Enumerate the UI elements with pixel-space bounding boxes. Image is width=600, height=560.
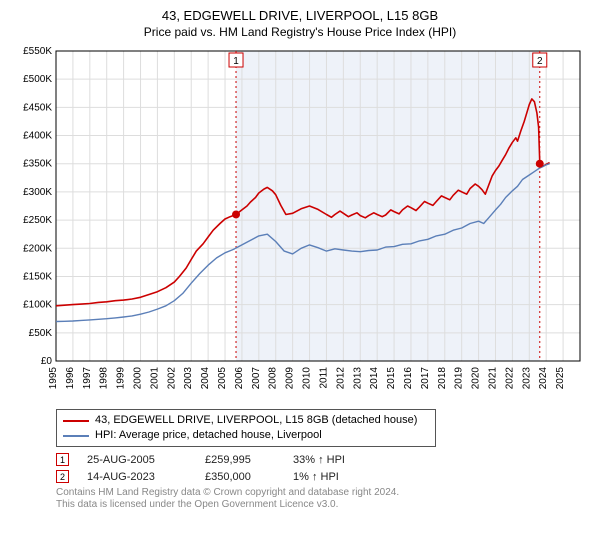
svg-text:1995: 1995 <box>48 367 59 390</box>
footer-line: Contains HM Land Registry data © Crown c… <box>56 487 590 499</box>
svg-text:1: 1 <box>233 56 239 67</box>
svg-text:2007: 2007 <box>251 367 262 390</box>
svg-text:2006: 2006 <box>234 367 245 390</box>
svg-text:2021: 2021 <box>487 367 498 390</box>
svg-text:2003: 2003 <box>183 367 194 390</box>
svg-text:2017: 2017 <box>420 367 431 390</box>
footer-line: This data is licensed under the Open Gov… <box>56 499 590 511</box>
svg-text:2019: 2019 <box>454 367 465 390</box>
svg-text:2004: 2004 <box>200 367 211 390</box>
title-block: 43, EDGEWELL DRIVE, LIVERPOOL, L15 8GB P… <box>10 8 590 39</box>
svg-text:2009: 2009 <box>285 367 296 390</box>
legend: 43, EDGEWELL DRIVE, LIVERPOOL, L15 8GB (… <box>56 409 436 447</box>
svg-text:2: 2 <box>537 56 543 67</box>
svg-text:£150K: £150K <box>23 271 52 282</box>
svg-text:£200K: £200K <box>23 243 52 254</box>
chart-subtitle: Price paid vs. HM Land Registry's House … <box>10 25 590 39</box>
svg-text:£50K: £50K <box>29 328 53 339</box>
legend-item: HPI: Average price, detached house, Live… <box>63 428 429 443</box>
sale-delta: 33% ↑ HPI <box>293 454 373 466</box>
svg-text:2014: 2014 <box>369 367 380 390</box>
svg-text:£250K: £250K <box>23 215 52 226</box>
svg-text:2011: 2011 <box>318 367 329 389</box>
sales-list: 1 25-AUG-2005 £259,995 33% ↑ HPI 2 14-AU… <box>56 453 590 483</box>
svg-text:£550K: £550K <box>23 46 52 57</box>
svg-text:£100K: £100K <box>23 300 52 311</box>
sale-date: 25-AUG-2005 <box>87 454 187 466</box>
legend-swatch <box>63 435 89 437</box>
svg-text:1996: 1996 <box>65 367 76 390</box>
svg-text:2022: 2022 <box>504 367 515 390</box>
svg-text:2012: 2012 <box>335 367 346 390</box>
svg-text:2013: 2013 <box>352 367 363 390</box>
legend-item: 43, EDGEWELL DRIVE, LIVERPOOL, L15 8GB (… <box>63 413 429 428</box>
svg-text:2024: 2024 <box>538 367 549 390</box>
svg-text:£300K: £300K <box>23 187 52 198</box>
svg-text:2000: 2000 <box>133 367 144 390</box>
svg-text:£0: £0 <box>41 356 53 367</box>
sale-marker-box: 1 <box>56 453 69 466</box>
sale-price: £350,000 <box>205 471 275 483</box>
plot-area: £0 £50K £100K £150K £200K £250K £300K £350K £400… <box>10 45 590 405</box>
legend-swatch <box>63 420 89 422</box>
svg-text:1997: 1997 <box>82 367 93 390</box>
svg-text:£350K: £350K <box>23 159 52 170</box>
sale-date: 14-AUG-2023 <box>87 471 187 483</box>
svg-text:£450K: £450K <box>23 102 52 113</box>
svg-text:2016: 2016 <box>403 367 414 390</box>
svg-text:2010: 2010 <box>302 367 313 390</box>
svg-text:2005: 2005 <box>217 367 228 390</box>
svg-text:£400K: £400K <box>23 131 52 142</box>
sale-price: £259,995 <box>205 454 275 466</box>
sale-delta: 1% ↑ HPI <box>293 471 373 483</box>
svg-text:2001: 2001 <box>149 367 160 390</box>
chart-container: 43, EDGEWELL DRIVE, LIVERPOOL, L15 8GB P… <box>0 0 600 515</box>
svg-text:2008: 2008 <box>268 367 279 390</box>
svg-text:1998: 1998 <box>99 367 110 390</box>
footer: Contains HM Land Registry data © Crown c… <box>56 487 590 511</box>
svg-text:2023: 2023 <box>521 367 532 390</box>
svg-text:£500K: £500K <box>23 74 52 85</box>
sale-marker-box: 2 <box>56 470 69 483</box>
svg-text:2018: 2018 <box>437 367 448 390</box>
sale-row: 1 25-AUG-2005 £259,995 33% ↑ HPI <box>56 453 590 466</box>
legend-label: 43, EDGEWELL DRIVE, LIVERPOOL, L15 8GB (… <box>95 413 417 428</box>
svg-text:2015: 2015 <box>386 367 397 390</box>
svg-text:2002: 2002 <box>166 367 177 390</box>
svg-text:2025: 2025 <box>555 367 566 390</box>
svg-text:1999: 1999 <box>116 367 127 390</box>
sale-row: 2 14-AUG-2023 £350,000 1% ↑ HPI <box>56 470 590 483</box>
chart-title: 43, EDGEWELL DRIVE, LIVERPOOL, L15 8GB <box>10 8 590 23</box>
chart-svg: £0 £50K £100K £150K £200K £250K £300K £350K £400… <box>10 45 590 405</box>
svg-text:2020: 2020 <box>471 367 482 390</box>
legend-label: HPI: Average price, detached house, Live… <box>95 428 322 443</box>
